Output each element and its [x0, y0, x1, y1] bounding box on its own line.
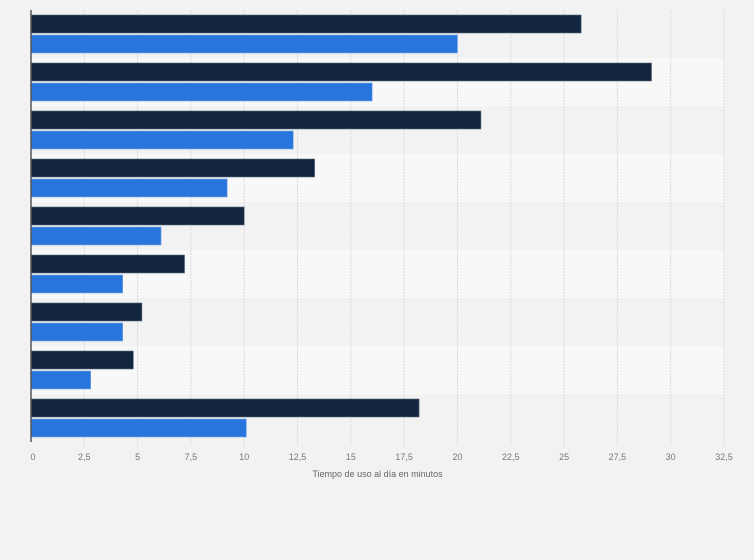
x-tick-label: 27,5 [609, 452, 627, 462]
x-tick-label: 32,5 [715, 452, 733, 462]
bar-series-1 [30, 398, 420, 418]
row-band [31, 298, 725, 346]
x-tick-labels: 0 2,5 5 7,5 10 12,5 15 17,5 20 22,5 25 27,5 30 32,5 [30, 452, 732, 462]
x-tick-label: 12,5 [289, 452, 307, 462]
bar-series-1 [30, 14, 582, 34]
bar-series-1 [30, 206, 245, 226]
x-tick-label: 15 [346, 452, 356, 462]
bar-series-2 [30, 82, 373, 102]
x-tick-label: 17,5 [395, 452, 413, 462]
x-tick-label: 30 [666, 452, 676, 462]
bars [30, 14, 652, 438]
x-axis-title: Tiempo de uso al día en minutos [312, 469, 443, 479]
x-tick-label: 5 [135, 452, 140, 462]
x-tick-label: 22,5 [502, 452, 520, 462]
x-tick-label: 10 [239, 452, 249, 462]
bar-series-2 [30, 274, 123, 294]
bar-series-2 [30, 322, 123, 342]
x-tick-label: 7,5 [185, 452, 198, 462]
bar-series-2 [30, 130, 294, 150]
x-tick-label: 20 [452, 452, 462, 462]
bar-series-1 [30, 254, 185, 274]
bar-series-2 [30, 226, 162, 246]
gridlines [83, 10, 725, 446]
bar-series-2 [30, 178, 228, 198]
row-band [31, 346, 725, 394]
x-tick-label: 25 [559, 452, 569, 462]
bar-series-1 [30, 302, 143, 322]
bar-series-2 [30, 34, 458, 54]
bar-series-2 [30, 418, 247, 438]
bar-series-1 [30, 110, 482, 130]
bar-series-1 [30, 158, 315, 178]
x-tick-label: 2,5 [78, 452, 91, 462]
bar-series-1 [30, 62, 652, 82]
bar-series-1 [30, 350, 134, 370]
x-tick-label: 0 [30, 452, 35, 462]
bar-series-2 [30, 370, 92, 390]
